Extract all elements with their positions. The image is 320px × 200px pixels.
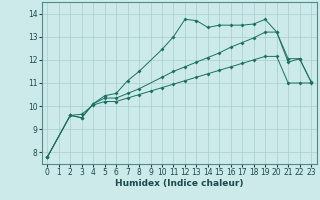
X-axis label: Humidex (Indice chaleur): Humidex (Indice chaleur) bbox=[115, 179, 244, 188]
